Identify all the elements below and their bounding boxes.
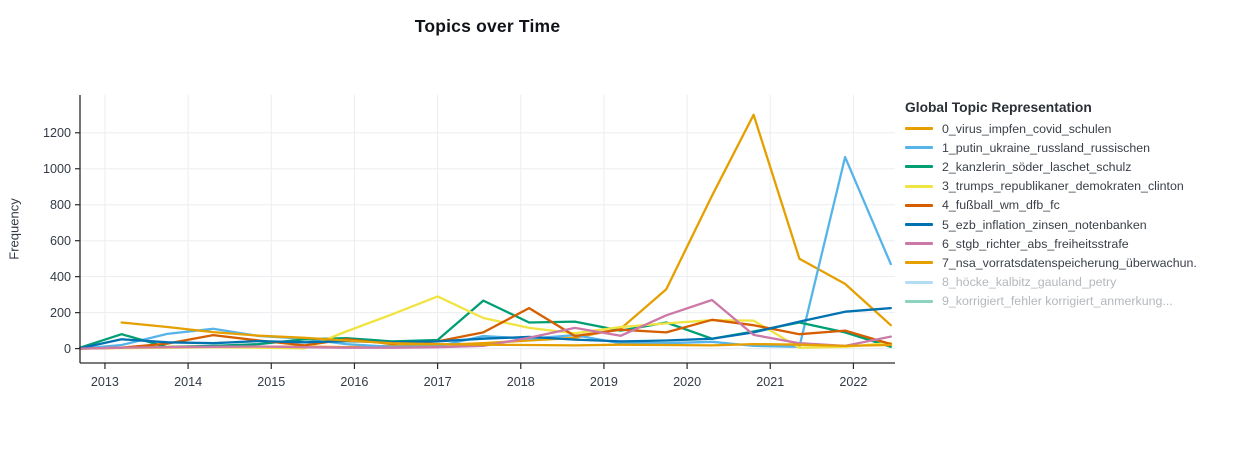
y-tick-label: 1000	[43, 162, 71, 176]
legend-swatch-icon	[905, 203, 933, 207]
x-tick-label: 2020	[673, 375, 701, 389]
x-tick-label: 2018	[507, 375, 535, 389]
legend: Global Topic Representation 0_virus_impf…	[905, 100, 1250, 311]
x-tick-label: 2017	[424, 375, 452, 389]
legend-item-4[interactable]: 4_fußball_wm_dfb_fc	[905, 196, 1250, 215]
legend-item-label: 3_trumps_republikaner_demokraten_clinton	[942, 179, 1184, 194]
legend-item-2[interactable]: 2_kanzlerin_söder_laschet_schulz	[905, 157, 1250, 176]
legend-swatch-icon	[905, 146, 933, 150]
legend-item-8[interactable]: 8_höcke_kalbitz_gauland_petry	[905, 273, 1250, 292]
legend-item-7[interactable]: 7_nsa_vorratsdatenspeicherung_überwachun…	[905, 253, 1250, 272]
x-tick-label: 2015	[257, 375, 285, 389]
legend-item-label: 4_fußball_wm_dfb_fc	[942, 198, 1060, 213]
legend-swatch-icon	[905, 242, 933, 246]
series-line-4[interactable]	[78, 306, 892, 350]
series-line-1[interactable]	[78, 155, 892, 350]
series-line-7[interactable]	[120, 321, 892, 348]
x-tick-label: 2022	[839, 375, 867, 389]
y-tick-label: 0	[64, 342, 71, 356]
legend-item-label: 2_kanzlerin_söder_laschet_schulz	[942, 159, 1132, 174]
legend-item-9[interactable]: 9_korrigiert_fehler korrigiert_anmerkung…	[905, 292, 1250, 311]
legend-item-5[interactable]: 5_ezb_inflation_zinsen_notenbanken	[905, 215, 1250, 234]
legend-item-3[interactable]: 3_trumps_republikaner_demokraten_clinton	[905, 177, 1250, 196]
plot-area[interactable]	[80, 95, 895, 363]
legend-item-label: 1_putin_ukraine_russland_russischen	[942, 140, 1151, 155]
legend-title: Global Topic Representation	[905, 100, 1092, 115]
x-tick-label: 2021	[756, 375, 784, 389]
x-tick-label: 2019	[590, 375, 618, 389]
series-line-6[interactable]	[78, 298, 892, 350]
legend-item-label: 8_höcke_kalbitz_gauland_petry	[942, 275, 1117, 290]
legend-swatch-icon	[905, 261, 933, 265]
legend-item-label: 0_virus_impfen_covid_schulen	[942, 121, 1112, 136]
x-tick-label: 2014	[174, 375, 202, 389]
legend-items: 0_virus_impfen_covid_schulen 1_putin_ukra…	[905, 119, 1250, 311]
y-tick-label: 1200	[43, 126, 71, 140]
legend-swatch-icon	[905, 127, 933, 131]
legend-swatch-icon	[905, 184, 933, 188]
legend-swatch-icon	[905, 299, 933, 303]
legend-item-1[interactable]: 1_putin_ukraine_russland_russischen	[905, 138, 1250, 157]
legend-item-label: 6_stgb_richter_abs_freiheitsstrafe	[942, 236, 1129, 251]
legend-swatch-icon	[905, 165, 933, 169]
legend-swatch-icon	[905, 223, 933, 227]
chart-canvas: 0 200 400 600 800 1000 1200 2013 2014 2015 2016 201…	[43, 95, 895, 389]
legend-item-label: 9_korrigiert_fehler korrigiert_anmerkung…	[942, 294, 1173, 309]
legend-item-label: 5_ezb_inflation_zinsen_notenbanken	[942, 217, 1147, 232]
y-tick-label: 800	[50, 198, 71, 212]
legend-swatch-icon	[905, 280, 933, 284]
legend-item-6[interactable]: 6_stgb_richter_abs_freiheitsstrafe	[905, 234, 1250, 253]
series-line-5[interactable]	[78, 306, 892, 350]
x-tick-label: 2016	[340, 375, 368, 389]
y-tick-label: 400	[50, 270, 71, 284]
x-tick-label: 2013	[91, 375, 119, 389]
y-tick-label: 600	[50, 234, 71, 248]
legend-item-label: 7_nsa_vorratsdatenspeicherung_überwachun…	[942, 255, 1197, 270]
y-tick-label: 200	[50, 306, 71, 320]
legend-item-0[interactable]: 0_virus_impfen_covid_schulen	[905, 119, 1250, 138]
page-title: Topics over Time	[414, 16, 561, 36]
